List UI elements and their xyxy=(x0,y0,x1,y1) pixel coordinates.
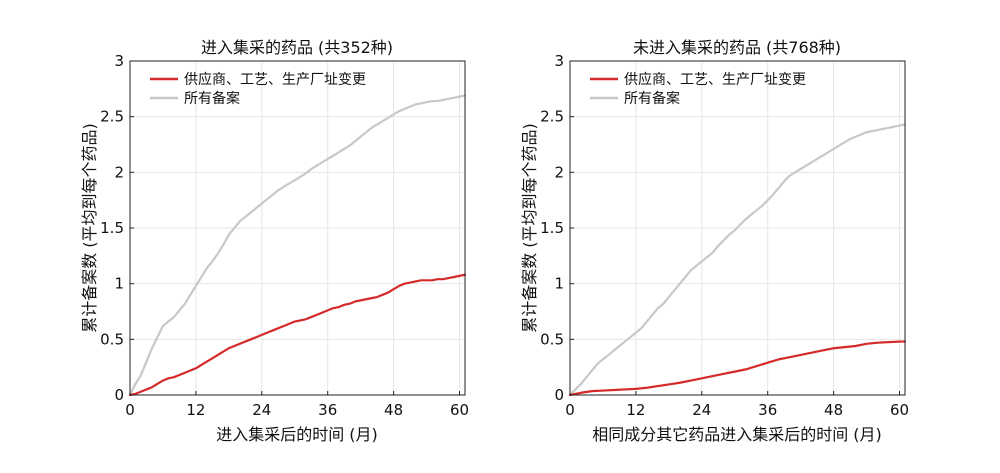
legend: 供应商、工艺、生产厂址变更 所有备案 xyxy=(590,71,806,107)
y-axis-title: 累计备案数 (平均到每个药品) xyxy=(80,123,99,333)
y-tick-label: 2 xyxy=(554,163,564,181)
y-tick-label: 2.5 xyxy=(540,108,564,126)
y-tick-label: 0.5 xyxy=(100,330,124,348)
y-tick-label: 0 xyxy=(554,386,564,404)
x-tick-label: 12 xyxy=(626,401,645,419)
x-tick-label: 48 xyxy=(824,401,843,419)
x-tick-label: 48 xyxy=(384,401,403,419)
y-tick-label: 3 xyxy=(114,52,124,70)
x-axis-title: 进入集采后的时间 (月) xyxy=(216,425,378,444)
x-tick-label: 60 xyxy=(890,401,909,419)
series-layer xyxy=(568,123,907,397)
series-line-all-filings xyxy=(128,94,467,397)
chart-title: 进入集采的药品 (共352种) xyxy=(201,38,393,57)
y-tick-label: 1 xyxy=(114,275,124,293)
y-tick-label: 2 xyxy=(114,163,124,181)
legend-label: 所有备案 xyxy=(624,90,680,107)
series-layer xyxy=(128,94,467,397)
y-tick-label: 1.5 xyxy=(100,219,124,237)
ticks: 0 12 24 36 48 60 0 0.5 1 1.5 2 2.5 3 xyxy=(100,52,469,419)
y-tick-label: 0.5 xyxy=(540,330,564,348)
y-tick-label: 1 xyxy=(554,275,564,293)
chart-panel-2: 0 12 24 36 48 60 0 0.5 1 1.5 2 2.5 3 未进入集采的药品 (共768种… xyxy=(520,38,909,444)
x-tick-label: 0 xyxy=(125,401,135,419)
x-tick-label: 36 xyxy=(758,401,777,419)
x-axis-title: 相同成分其它药品进入集采后的时间 (月) xyxy=(592,425,882,444)
x-tick-label: 60 xyxy=(450,401,469,419)
x-tick-label: 24 xyxy=(692,401,711,419)
grid xyxy=(129,60,465,396)
y-tick-label: 3 xyxy=(554,52,564,70)
x-tick-label: 12 xyxy=(186,401,205,419)
x-tick-label: 0 xyxy=(565,401,575,419)
y-tick-label: 0 xyxy=(114,386,124,404)
legend-label: 供应商、工艺、生产厂址变更 xyxy=(624,71,806,88)
y-tick-label: 2.5 xyxy=(100,108,124,126)
y-axis-title: 累计备案数 (平均到每个药品) xyxy=(520,123,539,333)
legend: 供应商、工艺、生产厂址变更 所有备案 xyxy=(150,71,366,107)
series-line-supplier-process-site-change xyxy=(568,340,907,397)
series-line-all-filings xyxy=(568,123,907,397)
x-tick-label: 36 xyxy=(318,401,337,419)
x-tick-label: 24 xyxy=(252,401,271,419)
legend-label: 所有备案 xyxy=(184,90,240,107)
chart-panel-1: 0 12 24 36 48 60 0 0.5 1 1.5 2 2.5 3 进入集采的药品 (共352种)… xyxy=(80,38,469,444)
chart-title: 未进入集采的药品 (共768种) xyxy=(633,38,841,57)
legend-label: 供应商、工艺、生产厂址变更 xyxy=(184,71,366,88)
y-tick-label: 1.5 xyxy=(540,219,564,237)
ticks: 0 12 24 36 48 60 0 0.5 1 1.5 2 2.5 3 xyxy=(540,52,909,419)
series-line-supplier-process-site-change xyxy=(128,273,467,397)
